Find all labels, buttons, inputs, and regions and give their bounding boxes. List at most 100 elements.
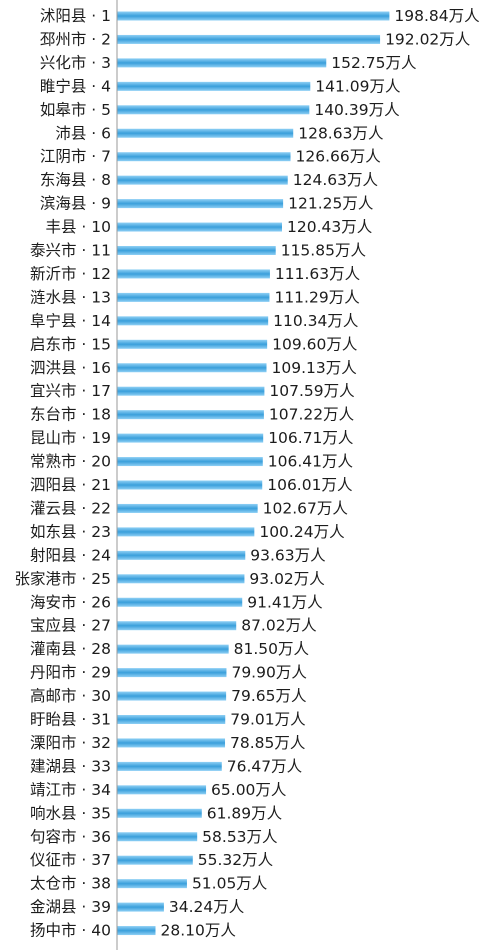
bar xyxy=(117,339,268,349)
category-label: 宜兴市 · 17 xyxy=(30,382,111,400)
category-label: 睢宁县 · 4 xyxy=(40,77,111,95)
bar xyxy=(117,128,294,138)
bar xyxy=(117,292,270,302)
bar xyxy=(117,81,311,91)
category-label: 响水县 · 35 xyxy=(30,804,111,822)
value-label: 192.02万人 xyxy=(385,30,470,48)
category-label: 沛县 · 6 xyxy=(55,124,111,142)
category-label: 如皋市 · 5 xyxy=(40,101,111,119)
bar xyxy=(117,105,310,115)
value-label: 107.59万人 xyxy=(269,382,354,400)
category-label: 海安市 · 26 xyxy=(30,593,111,611)
category-label: 灌云县 · 22 xyxy=(30,499,111,517)
category-label: 新沂市 · 12 xyxy=(30,265,111,283)
bar xyxy=(117,433,264,443)
category-label: 泗洪县 · 16 xyxy=(30,359,111,377)
watermark: 聚汇数据 xyxy=(421,916,490,937)
category-label: 涟水县 · 13 xyxy=(30,288,111,306)
bar xyxy=(117,785,207,795)
value-label: 106.41万人 xyxy=(268,453,353,471)
value-label: 79.90万人 xyxy=(231,664,306,682)
category-labels-group: 沭阳县 · 1 邳州市 · 2 兴化市 · 3 睢宁县 · 4 如皋市 · 5 沛县 · … xyxy=(14,7,111,940)
value-label: 121.25万人 xyxy=(288,195,373,213)
bar xyxy=(117,550,246,560)
value-label: 110.34万人 xyxy=(273,312,358,330)
value-label: 100.24万人 xyxy=(259,523,344,541)
category-label: 金湖县 · 39 xyxy=(30,898,111,916)
bar xyxy=(117,316,269,326)
value-label: 34.24万人 xyxy=(169,898,244,916)
bar xyxy=(117,363,267,373)
value-labels-group: 198.84万人 192.02万人 152.75万人 141.09万人 140.39万人… xyxy=(160,7,479,940)
category-label: 滨海县 · 9 xyxy=(40,195,111,213)
value-label: 124.63万人 xyxy=(293,171,378,189)
value-label: 61.89万人 xyxy=(207,804,282,822)
value-label: 102.67万人 xyxy=(263,499,348,517)
value-label: 87.02万人 xyxy=(241,617,316,635)
category-label: 丰县 · 10 xyxy=(45,218,111,236)
value-label: 51.05万人 xyxy=(192,875,267,893)
value-label: 106.01万人 xyxy=(267,476,352,494)
bar xyxy=(117,761,222,771)
value-label: 115.85万人 xyxy=(281,242,366,260)
category-label: 靖江市 · 34 xyxy=(30,781,111,799)
bar xyxy=(117,715,226,724)
bar xyxy=(117,199,284,209)
category-label: 邳州市 · 2 xyxy=(40,30,111,48)
value-label: 58.53万人 xyxy=(202,828,277,846)
bar xyxy=(117,527,255,537)
bar xyxy=(117,457,263,467)
value-label: 91.41万人 xyxy=(247,593,322,611)
category-label: 如东县 · 23 xyxy=(30,523,111,541)
category-label: 宝应县 · 27 xyxy=(30,616,111,635)
bar xyxy=(117,246,276,255)
value-label: 141.09万人 xyxy=(315,77,400,95)
bar xyxy=(117,597,243,607)
value-label: 93.63万人 xyxy=(250,546,325,564)
value-label: 111.29万人 xyxy=(274,288,359,306)
category-label: 射阳县 · 24 xyxy=(30,546,111,564)
value-label: 140.39万人 xyxy=(314,101,399,119)
category-label: 江阴市 · 7 xyxy=(40,148,111,166)
bar xyxy=(117,175,288,185)
value-label: 55.32万人 xyxy=(198,851,273,869)
bar xyxy=(117,574,245,584)
category-label: 东台市 · 18 xyxy=(30,406,111,424)
category-label: 建湖县 · 33 xyxy=(30,757,111,775)
value-label: 120.43万人 xyxy=(287,218,372,236)
bar xyxy=(117,503,258,513)
bar xyxy=(117,691,227,701)
category-label: 阜宁县 · 14 xyxy=(30,312,111,330)
bar xyxy=(117,269,270,279)
value-label: 79.65万人 xyxy=(231,687,306,705)
category-label: 仪征市 · 37 xyxy=(30,851,111,869)
category-label: 溧阳市 · 32 xyxy=(30,734,111,752)
bar xyxy=(117,34,381,44)
category-label: 常熟市 · 20 xyxy=(30,453,111,471)
bar xyxy=(117,738,226,748)
category-label: 泰兴市 · 11 xyxy=(30,242,111,260)
bar xyxy=(117,58,327,68)
bar xyxy=(117,152,291,162)
bar xyxy=(117,386,265,396)
value-label: 109.13万人 xyxy=(272,359,357,377)
value-label: 152.75万人 xyxy=(331,54,416,72)
category-label: 启东市 · 15 xyxy=(30,335,111,353)
value-label: 81.50万人 xyxy=(234,640,309,658)
value-label: 198.84万人 xyxy=(394,7,479,25)
value-label: 28.10万人 xyxy=(160,922,235,940)
category-label: 丹阳市 · 29 xyxy=(30,664,111,682)
value-label: 128.63万人 xyxy=(298,124,383,142)
category-label: 泗阳县 · 21 xyxy=(30,476,111,494)
category-label: 张家港市 · 25 xyxy=(14,570,111,588)
category-label: 东海县 · 8 xyxy=(40,171,111,189)
category-label: 沭阳县 · 1 xyxy=(40,7,111,25)
category-label: 太仓市 · 38 xyxy=(30,875,111,893)
value-label: 79.01万人 xyxy=(230,711,305,729)
bar xyxy=(117,644,229,654)
category-label: 高邮市 · 30 xyxy=(30,687,111,705)
value-label: 111.63万人 xyxy=(275,265,360,283)
bar xyxy=(117,855,193,865)
bars-group xyxy=(117,11,390,936)
